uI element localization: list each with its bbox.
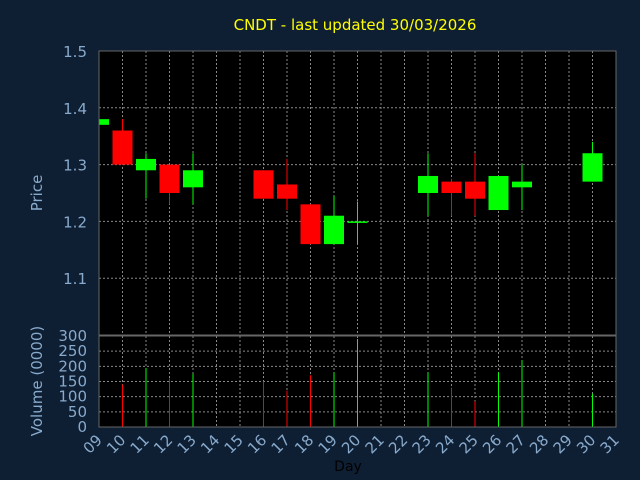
volume-bars-group <box>122 339 593 427</box>
candle-body <box>277 184 297 199</box>
price-plot-frame <box>98 50 617 336</box>
candles-group <box>98 119 603 245</box>
candle-body <box>253 170 274 199</box>
candle-body <box>183 170 203 188</box>
volume-tick-label: 150 <box>58 373 87 391</box>
price-tick-label: 1.5 <box>63 43 87 61</box>
candle-body <box>99 119 109 125</box>
candle-body <box>324 215 344 245</box>
volume-tick-label: 50 <box>68 403 87 421</box>
volume-plot-frame <box>98 335 617 428</box>
price-tick-label: 1.1 <box>63 270 87 288</box>
candle-body <box>112 130 133 165</box>
price-tick-label: 1.2 <box>63 213 87 231</box>
volume-tick-label: 300 <box>58 327 87 345</box>
volume-tick-label: 0 <box>77 418 87 436</box>
price-y-axis: 1.1 1.2 1.3 1.4 1.5 <box>63 43 87 288</box>
candle-body <box>441 181 462 193</box>
candle-body <box>347 221 368 223</box>
volume-axis-label: Volume (0000) <box>28 326 46 436</box>
price-axis-label: Price <box>28 175 46 212</box>
candle-body <box>465 181 485 199</box>
x-axis-label: Day <box>334 459 362 475</box>
volume-tick-label: 100 <box>58 388 87 406</box>
candle-body <box>488 175 509 211</box>
candle-body <box>300 204 321 245</box>
candle-body <box>159 164 180 193</box>
volume-tick-label: 250 <box>58 342 87 360</box>
price-tick-label: 1.4 <box>63 100 87 118</box>
volume-tick-label: 200 <box>58 357 87 375</box>
candle-body <box>136 158 156 171</box>
candle-body <box>582 153 603 182</box>
chart-title: CNDT - last updated 30/03/2026 <box>234 16 477 34</box>
candle-body <box>512 181 532 188</box>
price-tick-label: 1.3 <box>63 157 87 175</box>
x-axis: 0910111213141516171819202122232425262728… <box>80 431 623 457</box>
candle-body <box>418 175 438 193</box>
